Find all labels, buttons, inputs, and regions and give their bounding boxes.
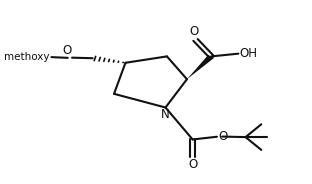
Text: methoxy: methoxy: [4, 52, 50, 62]
Text: O: O: [62, 44, 71, 57]
Text: O: O: [188, 158, 197, 171]
Text: O: O: [189, 26, 199, 38]
Polygon shape: [187, 55, 214, 79]
Text: OH: OH: [240, 47, 258, 60]
Text: N: N: [161, 108, 170, 121]
Text: O: O: [218, 130, 228, 143]
